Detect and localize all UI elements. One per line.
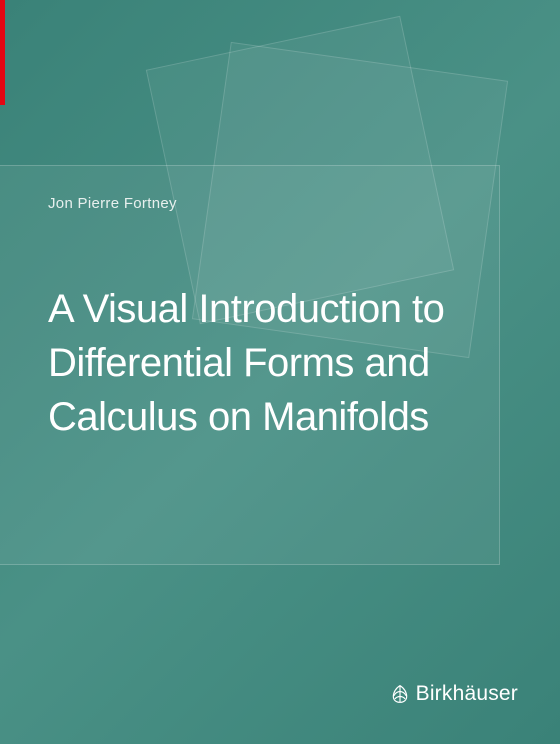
author-name: Jon Pierre Fortney [48,195,177,212]
publisher-name: Birkhäuser [416,682,518,706]
book-title: A Visual Introduction to Differential Fo… [48,282,488,444]
book-cover: Jon Pierre Fortney A Visual Introduction… [0,0,560,744]
accent-bar [0,0,5,105]
publisher-leaf-icon [390,684,410,704]
publisher-block: Birkhäuser [390,682,518,706]
